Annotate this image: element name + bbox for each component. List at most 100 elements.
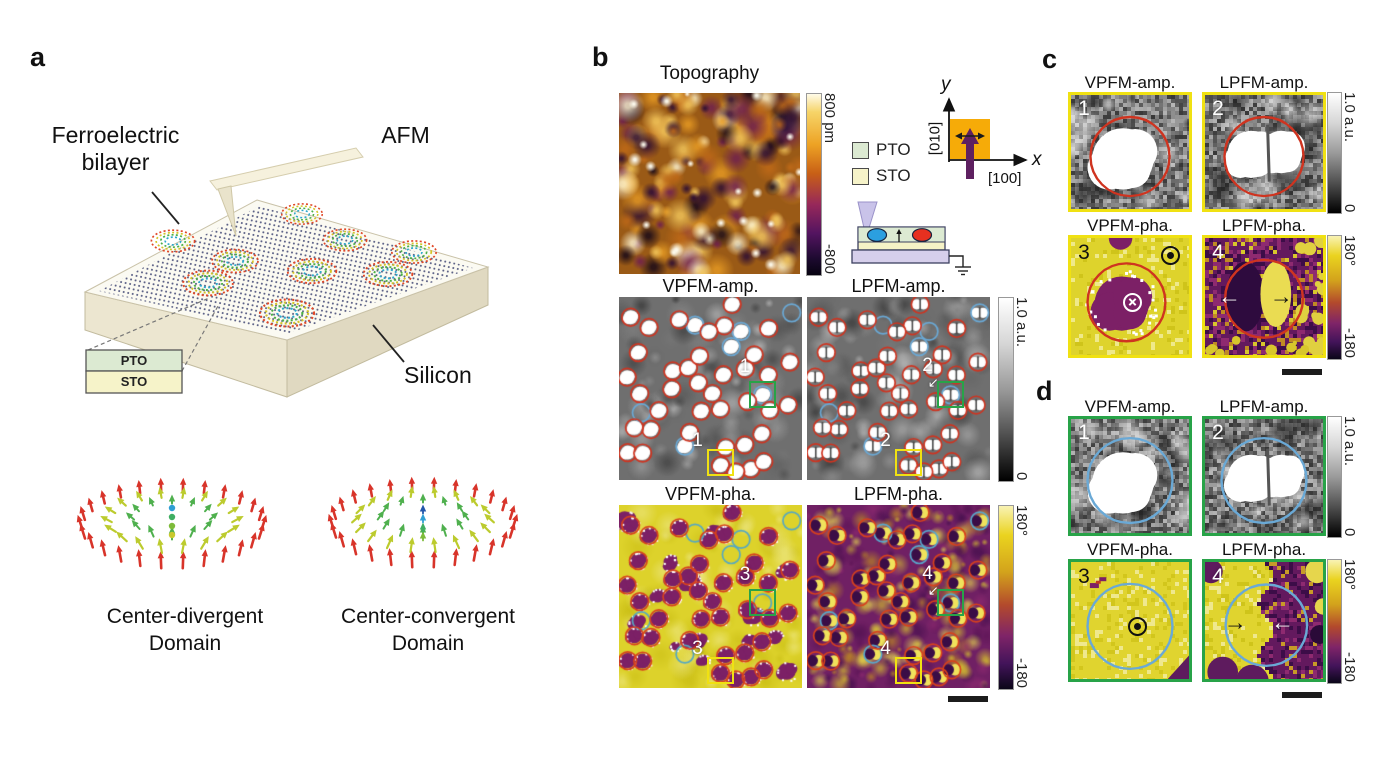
roi-box-yellow	[895, 657, 922, 684]
roi-number: 2	[880, 429, 891, 451]
c-vpfm-amp-tile: 1	[1068, 92, 1192, 212]
y-miller-index: [010]	[926, 121, 944, 156]
right-arrow-icon: →	[1269, 282, 1293, 309]
d-lpfm-pha-title: LPFM-pha.	[1221, 540, 1307, 559]
roi-box-green	[749, 589, 776, 616]
c-amp-colorbar-labels: 1.0 a.u. 0	[1341, 92, 1358, 212]
c-pha-min: -180	[1341, 327, 1358, 358]
legend-pto-row: PTO	[852, 140, 911, 160]
vpfm-amp-title: VPFM-amp.	[662, 276, 759, 296]
d-vpfm-pha-tile: 3	[1068, 559, 1192, 682]
x-axis-label: x	[1032, 149, 1042, 170]
pfm-setup-schematic	[851, 201, 971, 276]
c-amp-colorbar	[1327, 92, 1342, 214]
panel-b-label: b	[592, 42, 609, 72]
panel-d-label: d	[1036, 376, 1053, 406]
topography-colorbar	[806, 93, 822, 276]
d-pha-colorbar	[1327, 559, 1342, 684]
scan-direction-double-arrow	[955, 132, 985, 140]
d-vpfm-pha-title: VPFM-pha.	[1087, 540, 1173, 559]
bilayer-inset-box	[85, 349, 183, 394]
divergent-domain-title-line2: Domain	[148, 632, 222, 655]
y-axis-label: y	[941, 74, 951, 95]
afm-label: AFM	[381, 122, 430, 148]
scale-bar	[1282, 692, 1322, 698]
polarization-dot-lattice	[99, 206, 473, 334]
phase-colorbar-labels: 180° -180	[1013, 505, 1030, 688]
d-amp-colorbar-labels: 1.0 a.u. 0	[1341, 416, 1358, 536]
vortex-domains	[150, 203, 438, 328]
roi-number: 2	[922, 354, 933, 376]
bilayer-label-line2: bilayer	[81, 149, 150, 175]
tile-number: 2	[1212, 421, 1224, 445]
vpfm-pha-title: VPFM-pha.	[664, 484, 757, 504]
roi-number: 4	[922, 562, 933, 584]
lpfm-amp-map: 2 ↙ 2	[807, 297, 990, 480]
amp-cbar-max: 1.0 a.u.	[1013, 297, 1030, 348]
inset-connector-line	[181, 305, 219, 372]
pto-swatch	[852, 141, 869, 159]
vpfm-pha-map: 3 3	[619, 505, 802, 688]
phase-colorbar	[998, 505, 1014, 690]
panel-a-label: a	[30, 42, 46, 72]
bilayer-pointer-line	[151, 191, 180, 225]
schematic-substrate	[851, 249, 950, 264]
c-lpfm-amp-title: LPFM-amp.	[1219, 73, 1309, 92]
panel-c-label: c	[1042, 44, 1058, 74]
d-lpfm-pha-image	[1205, 562, 1323, 679]
amplitude-colorbar-labels: 1.0 a.u. 0	[1013, 297, 1030, 480]
cantilever-orientation-arrow	[961, 128, 979, 179]
right-arrow-icon: →	[1223, 609, 1247, 636]
divergent-domain-title-line1: Center-divergent	[106, 605, 264, 628]
roi-number: 1	[692, 429, 703, 451]
d-amp-colorbar	[1327, 416, 1342, 538]
roi-number: 3	[739, 564, 751, 586]
d-vpfm-amp-tile: 1	[1068, 416, 1192, 536]
convergent-domain-title-line1: Center-convergent	[341, 605, 515, 628]
legend-sto-row: STO	[852, 166, 911, 186]
c-lpfm-amp-image	[1205, 95, 1323, 209]
x-miller-index: [100]	[988, 170, 1022, 187]
silicon-pointer-line	[372, 324, 405, 363]
vpfm-amp-map: 1 1	[619, 297, 802, 480]
amp-cbar-min: 0	[1013, 471, 1030, 480]
c-pha-colorbar	[1327, 235, 1342, 360]
d-amp-min: 0	[1341, 527, 1358, 536]
tile-number: 2	[1212, 97, 1224, 121]
tile-number: 3	[1078, 240, 1090, 264]
inset-connector-line	[87, 297, 210, 351]
silicon-label: Silicon	[404, 362, 472, 388]
d-lpfm-pha-tile: 4 → ←	[1202, 559, 1326, 682]
divergent-domain-marker	[866, 228, 888, 242]
c-pha-max: 180°	[1341, 235, 1358, 267]
left-arrow-icon: ←	[1271, 609, 1295, 636]
divergent-domain-arrows	[76, 477, 268, 570]
pha-cbar-max: 180°	[1013, 505, 1030, 537]
roi-box-green	[937, 589, 964, 616]
d-lpfm-amp-tile: 2	[1202, 416, 1326, 536]
ground-symbol-icon	[949, 255, 971, 276]
out-of-page-symbol-icon	[1160, 246, 1180, 266]
roi-number: 1	[739, 356, 751, 378]
lpfm-pha-map: 4 ↙ 4	[807, 505, 990, 688]
crystal-axes-diagram	[942, 97, 1028, 179]
scale-bar	[1282, 369, 1322, 375]
c-vpfm-amp-image	[1071, 95, 1189, 209]
roi-box-green	[749, 381, 776, 408]
roi-box-yellow	[707, 657, 734, 684]
topo-cbar-max: 800 pm	[821, 93, 838, 144]
into-page-symbol-icon	[1122, 292, 1142, 312]
roi-box-yellow	[707, 449, 734, 476]
d-vpfm-amp-image	[1071, 419, 1189, 533]
topography-title: Topography	[659, 63, 760, 84]
tile-number: 1	[1078, 421, 1090, 445]
d-lpfm-amp-title: LPFM-amp.	[1219, 397, 1309, 416]
roi-number: 3	[692, 637, 703, 659]
c-lpfm-pha-tile: 4 ← →	[1202, 235, 1326, 358]
c-vpfm-pha-tile: 3	[1068, 235, 1192, 358]
convergent-domain-title-line2: Domain	[391, 632, 465, 655]
tile-number: 4	[1212, 240, 1224, 264]
inset-pto-label: PTO	[120, 353, 148, 368]
